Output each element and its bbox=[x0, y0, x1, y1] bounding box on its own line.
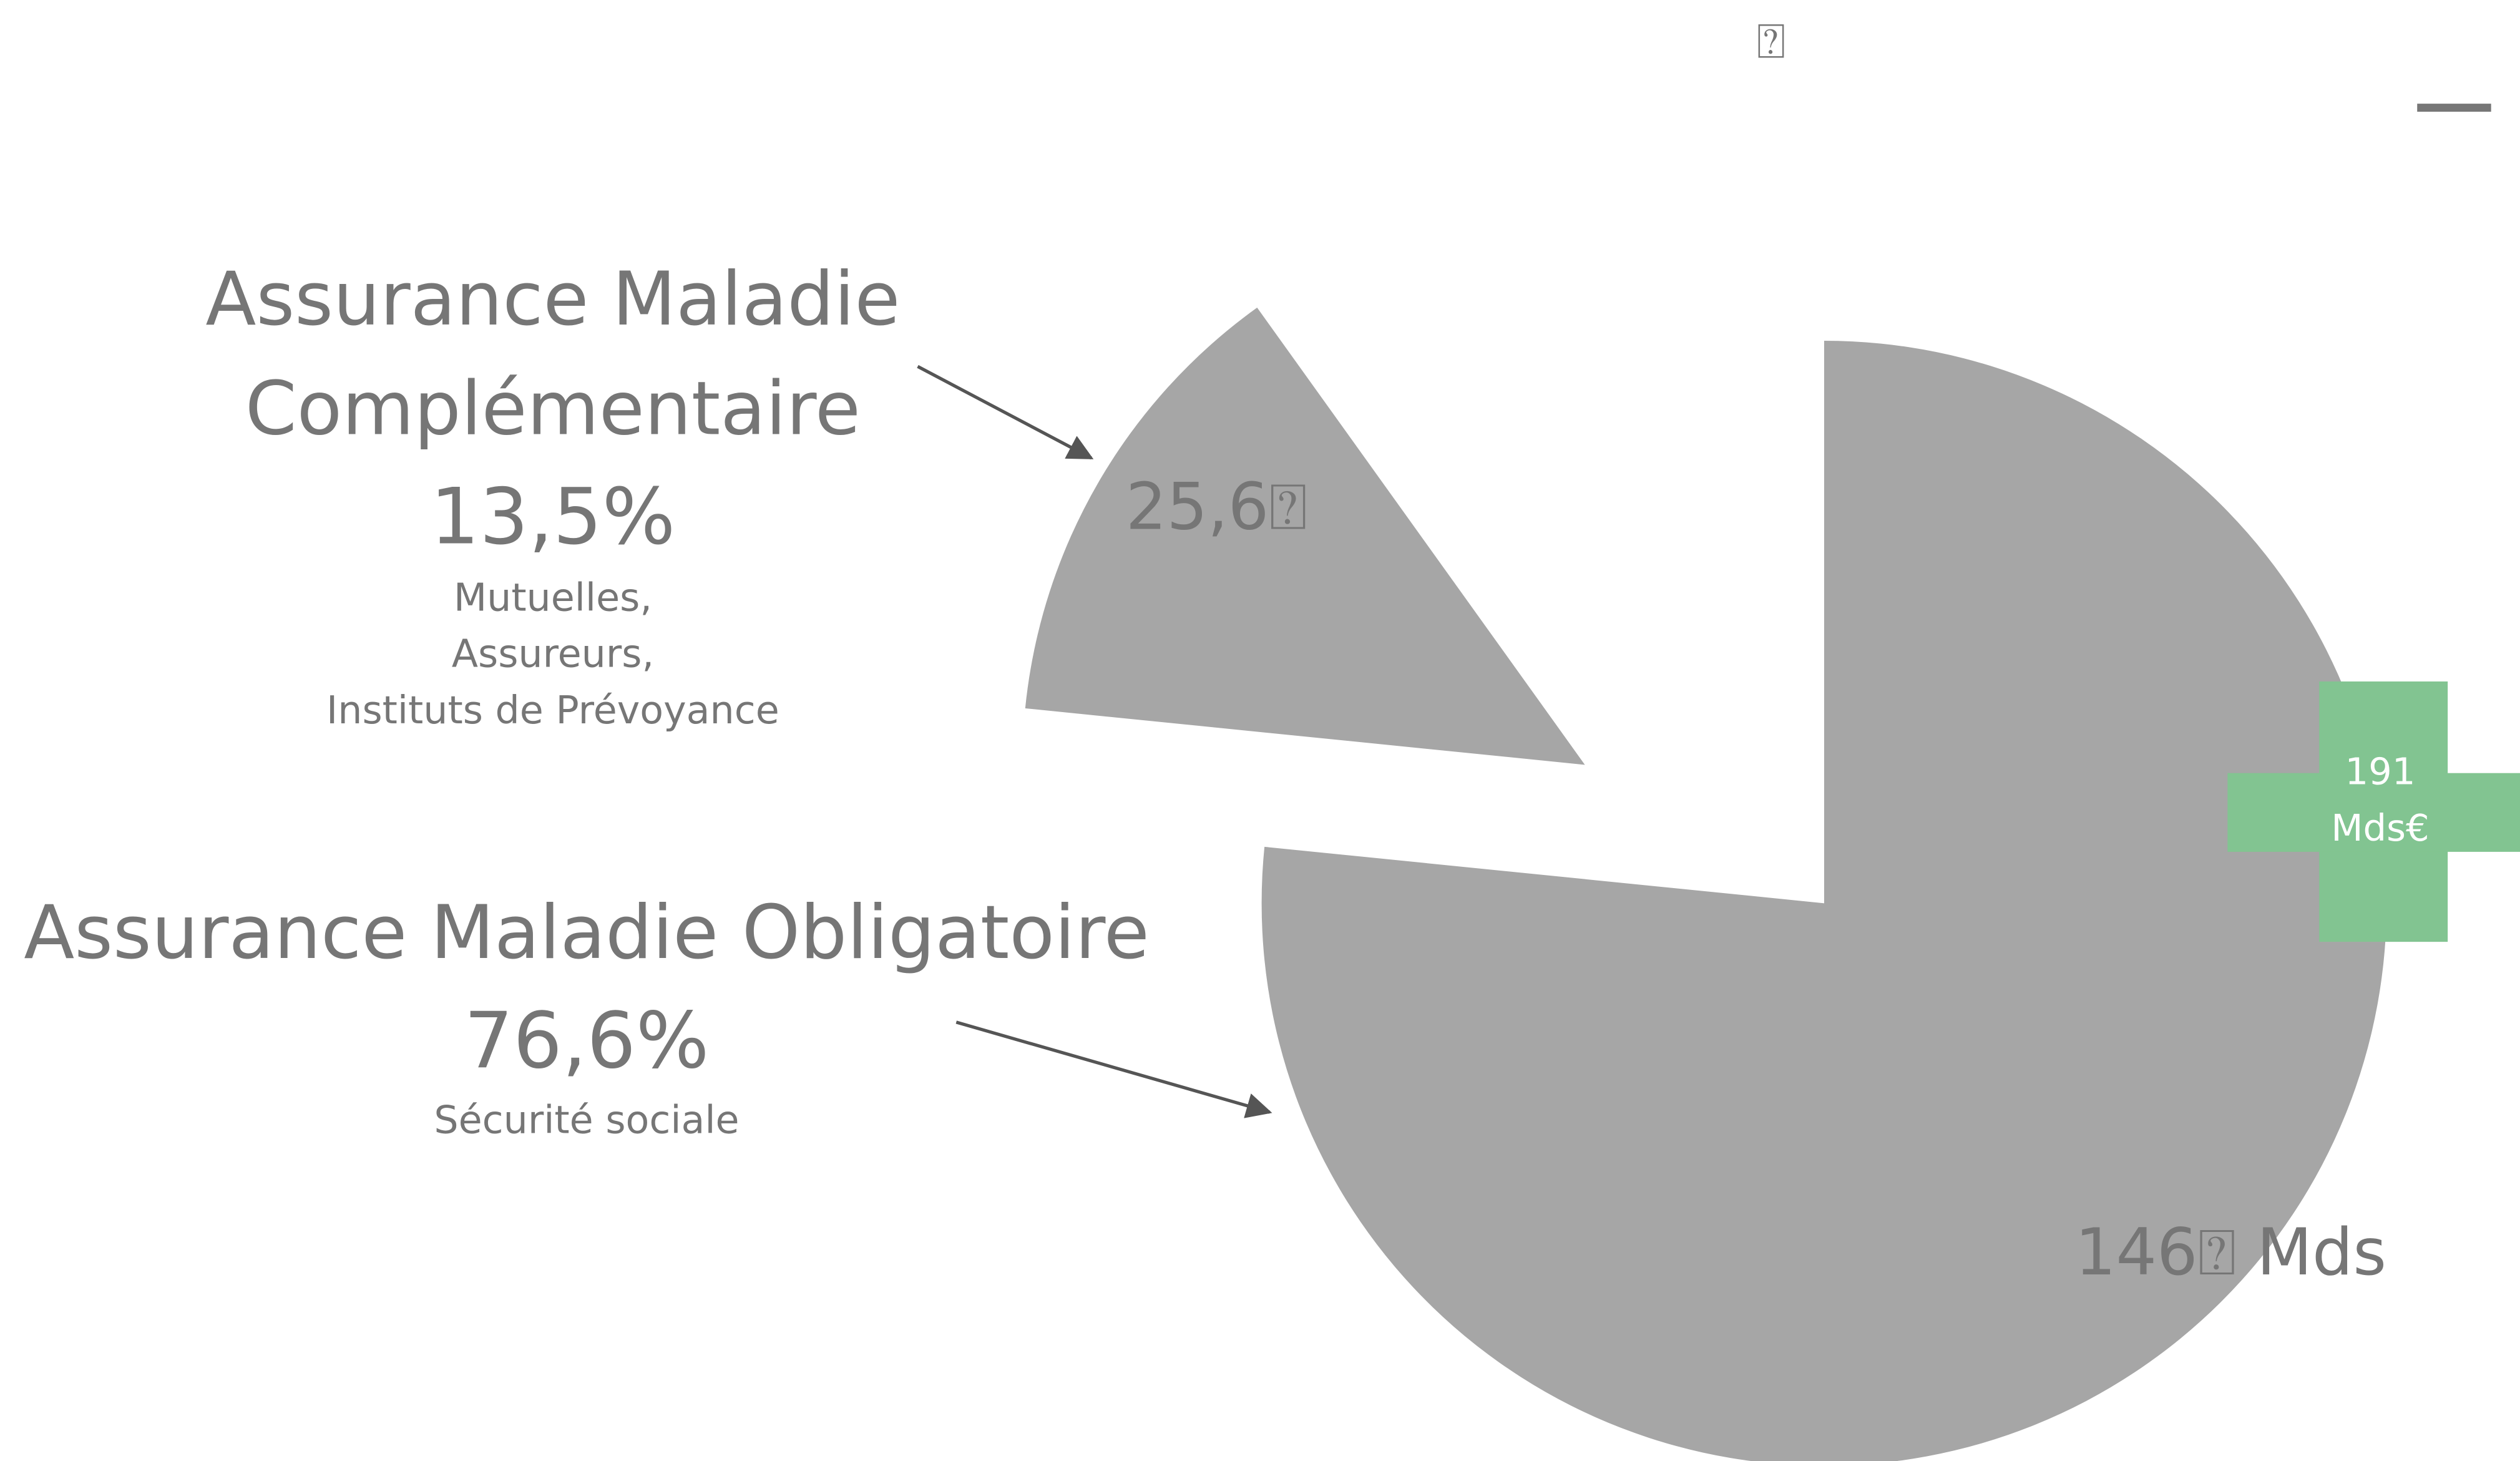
total-label: 191 Mds€ bbox=[2331, 752, 2430, 851]
arrow bbox=[955, 1020, 1272, 1118]
description: Sécurité sociale bbox=[434, 1097, 740, 1143]
slice-label: 25,6⍰ bbox=[1125, 471, 1308, 545]
slice-label: 146⍰ Mds bbox=[2074, 1216, 2387, 1291]
description: Instituts de Prévoyance bbox=[326, 688, 779, 733]
pie-slice bbox=[1261, 340, 2387, 1461]
arrow bbox=[917, 364, 1094, 460]
total-badge bbox=[2227, 681, 2520, 942]
pie bbox=[1025, 307, 2387, 1461]
badge-horizontal bbox=[2227, 773, 2520, 852]
icon[interactable]: ⍰ bbox=[1756, 14, 1786, 71]
description: Mutuelles, bbox=[453, 575, 652, 621]
value-label: 13,5% bbox=[430, 472, 676, 563]
category-label: Assurance Maladie Complémentaire bbox=[205, 255, 901, 452]
description: Assureurs, bbox=[451, 632, 655, 677]
pie-slice bbox=[1025, 307, 1585, 765]
category-label: Assurance Maladie Obligatoire bbox=[24, 889, 1150, 976]
value-label: 76,6% bbox=[464, 996, 710, 1087]
